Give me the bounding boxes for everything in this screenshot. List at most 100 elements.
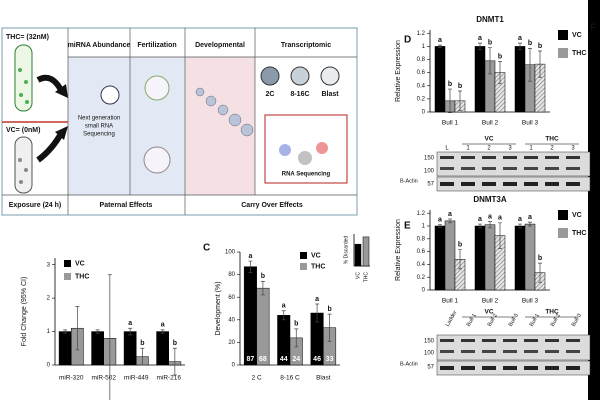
band — [461, 156, 475, 159]
error-bar — [518, 223, 522, 229]
carry-over-label: Carry Over Effects — [241, 202, 303, 209]
significance-letter: a — [248, 253, 252, 260]
significance-letter: a — [478, 216, 482, 223]
significance-letter: b — [538, 43, 542, 50]
y-tick-label: 3 — [47, 262, 51, 268]
band — [461, 167, 475, 170]
marker-label: 57 — [427, 365, 434, 371]
column-header: Fertilization — [137, 42, 176, 49]
band — [440, 350, 454, 353]
lane-label: Ladder — [445, 310, 459, 328]
group-label: THC — [545, 136, 559, 143]
bar — [474, 225, 486, 291]
y-axis-label: Fold Change (95% CI) — [21, 277, 28, 347]
y-tick-label: 0 — [47, 363, 51, 369]
marker-label: 150 — [424, 339, 435, 345]
lane-label: L — [445, 146, 449, 152]
band — [524, 156, 538, 159]
panel-label: E — [404, 221, 411, 232]
significance-letter: a — [488, 213, 492, 220]
y-tick-label: 20 — [228, 340, 235, 346]
significance-letter: a — [282, 303, 286, 310]
significance-letter: b — [458, 242, 462, 249]
band — [524, 182, 538, 186]
lane-label: 2 — [487, 146, 491, 152]
y-axis-label: % Discarded — [343, 236, 349, 265]
error-bar — [294, 328, 299, 348]
bar-value-label: 87 — [247, 356, 255, 363]
legend-label: THC — [311, 263, 325, 270]
bar — [123, 331, 137, 366]
error-bar — [438, 44, 442, 49]
significance-letter: a — [518, 216, 522, 223]
marker-label: 57 — [427, 182, 434, 188]
significance-letter: b — [448, 81, 452, 88]
vc-tube — [14, 136, 33, 194]
error-bar — [478, 42, 482, 51]
band — [566, 350, 580, 353]
significance-letter: b — [261, 273, 265, 280]
error-bar — [172, 347, 177, 376]
bar — [484, 224, 496, 291]
paternal-label: Paternal Effects — [100, 202, 153, 209]
error-bar — [315, 303, 320, 323]
rna-seq-label: RNA Sequencing — [282, 172, 331, 178]
y-tick-label: 0 — [232, 363, 236, 369]
loading-label: B-Actin — [400, 361, 418, 367]
band — [461, 366, 475, 370]
chart-title: DNMT3A — [473, 195, 507, 204]
bar-value-label: 24 — [292, 356, 300, 363]
y-tick-label: 0.8 — [417, 236, 426, 242]
thc-tube — [14, 44, 33, 112]
thc-cells — [18, 68, 29, 104]
y-tick-label: 0.6 — [417, 70, 426, 76]
significance-letter: a — [438, 217, 442, 224]
x-tick-label: THC — [363, 272, 369, 283]
error-bar — [528, 221, 532, 227]
schematic: THC= (32nM) VC= (0nM) miRNA Abundance Fe… — [1, 27, 358, 216]
x-tick-label: miR-216 — [156, 375, 181, 382]
volcano-dots — [279, 142, 328, 165]
error-bar — [518, 42, 522, 51]
x-tick-label: Bull 3 — [522, 298, 539, 305]
legend-swatch — [558, 30, 568, 40]
significance-letter: a — [128, 320, 132, 327]
band — [545, 339, 559, 342]
band — [440, 167, 454, 170]
y-tick-label: 80 — [228, 272, 235, 278]
y-tick-label: 0.4 — [417, 262, 426, 268]
error-bar — [160, 329, 165, 334]
sequencing-text: Sequencing — [83, 132, 115, 138]
marker-label: 100 — [424, 351, 435, 357]
legend-swatch — [300, 252, 307, 259]
error-bar — [140, 347, 145, 366]
significance-letter: a — [528, 214, 532, 221]
legend-swatch — [558, 210, 568, 220]
lane-label: 3 — [508, 146, 512, 152]
x-tick-label: Bull 2 — [482, 298, 499, 305]
error-bar — [458, 90, 462, 112]
stage-label: 8-16C — [290, 91, 309, 98]
panel-label: C — [203, 243, 210, 254]
significance-letter: b — [498, 53, 502, 60]
significance-letter: b — [458, 83, 462, 90]
lane-label: Bull 3 — [571, 313, 583, 328]
legend-label: THC — [572, 50, 586, 57]
band — [440, 339, 454, 342]
band — [566, 366, 580, 370]
band — [461, 350, 475, 353]
legend-label: THC — [75, 273, 89, 280]
stage-icon — [320, 66, 340, 86]
lane-label: Bull 3 — [508, 313, 520, 328]
bar-value-label: 46 — [313, 356, 321, 363]
error-bar — [528, 48, 532, 82]
loading-label: B-Actin — [400, 178, 418, 184]
panel-label: F — [590, 23, 596, 34]
group-label: THC — [545, 309, 559, 316]
y-axis-label: Relative Expression — [395, 219, 402, 281]
legend-swatch — [300, 263, 307, 270]
oocyte — [143, 146, 171, 174]
band — [524, 350, 538, 353]
significance-letter: b — [538, 255, 542, 262]
